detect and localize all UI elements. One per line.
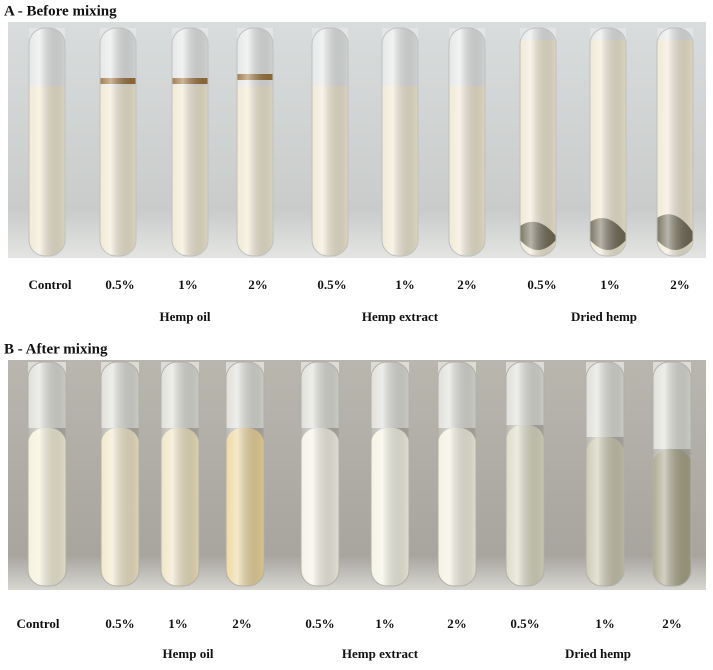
glass [300,361,340,587]
tube-label: 1% [600,277,620,292]
tube-label: 0.5% [510,616,539,631]
glass [505,361,545,587]
glass [652,361,692,587]
tube-label: 1% [595,616,615,631]
tube-label: 0.5% [305,616,334,631]
glass [370,361,410,587]
group-label: Hemp extract [342,646,419,661]
glass [311,27,349,257]
glass [589,27,627,257]
tube-label: 2% [662,616,682,631]
tube-label: 1% [375,616,395,631]
group-label: Dried hemp [565,646,631,661]
tube-label: 2% [670,277,690,292]
glass [236,27,274,257]
tube-label: 0.5% [317,277,346,292]
tube-label: 2% [457,277,477,292]
tube-label: 1% [395,277,415,292]
glass [381,27,419,257]
glass [225,361,265,587]
glass [585,361,625,587]
tube-label: 1% [168,616,188,631]
tube-label: 2% [248,277,268,292]
tube-label: Control [28,277,71,292]
panel-title: A - Before mixing [4,3,117,19]
glass [656,27,694,257]
glass [171,27,209,257]
glass [448,27,486,257]
tube-label: 2% [232,616,252,631]
tube-label: 1% [178,277,198,292]
tube-label: 0.5% [105,277,134,292]
glass [437,361,477,587]
tubes [27,27,694,587]
group-label: Hemp extract [362,309,439,324]
glass [160,361,200,587]
group-label: Dried hemp [571,309,637,324]
panel-title: B - After mixing [4,341,108,357]
glass [519,27,557,257]
tube-label: Control [16,616,59,631]
glass [99,27,137,257]
glass [100,361,140,587]
tube-label: 2% [447,616,467,631]
group-label: Hemp oil [163,646,214,661]
glass [27,361,67,587]
glass [28,27,66,257]
tube-label: 0.5% [527,277,556,292]
group-label: Hemp oil [160,309,211,324]
tube-label: 0.5% [105,616,134,631]
